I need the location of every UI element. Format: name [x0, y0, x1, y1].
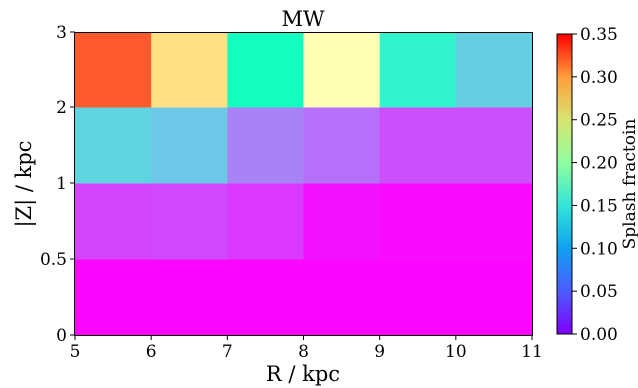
colorbar-tick-label: 0.35 — [580, 25, 618, 45]
heatmap-cell — [75, 32, 152, 108]
x-tick-label: 11 — [521, 342, 543, 362]
colorbar-tick-label: 0.15 — [580, 196, 618, 216]
y-tick-label: 2 — [56, 98, 67, 118]
x-axis-ticks: 5 6 7 8 9 10 11 — [70, 335, 543, 362]
heatmap-cell — [455, 32, 533, 108]
heatmap-cell — [303, 259, 381, 336]
heatmap-cell — [379, 32, 457, 108]
colorbar-tick-label: 0.25 — [580, 111, 618, 131]
colorbar — [556, 33, 573, 335]
colorbar-tick-label: 0.10 — [580, 239, 618, 259]
heatmap-cell — [455, 183, 533, 260]
heatmap-cell — [151, 259, 228, 336]
heatmap-cell — [379, 107, 457, 184]
heatmap-cell — [455, 107, 533, 184]
colorbar-ticks: 0.00 0.05 0.10 0.15 0.20 0.25 0.30 0.35 — [572, 25, 618, 345]
heatmap-cell — [151, 107, 228, 184]
heatmap-cell — [151, 183, 228, 260]
y-tick-label: 0 — [56, 326, 67, 346]
heatmap-cell — [227, 183, 304, 260]
y-axis-ticks: 0 0.5 1 2 3 — [40, 23, 75, 346]
heatmap-cell — [227, 32, 304, 108]
heatmap-cell — [303, 183, 381, 260]
heatmap-cells — [75, 32, 533, 336]
heatmap-cell — [379, 259, 457, 336]
heatmap-cell — [455, 259, 533, 336]
heatmap-cell — [75, 183, 152, 260]
colorbar-label: Splash fractoin — [620, 119, 638, 250]
x-tick-label: 10 — [445, 342, 467, 362]
y-tick-label: 3 — [56, 23, 67, 43]
y-tick-label: 0.5 — [40, 250, 67, 270]
heatmap-cell — [227, 259, 304, 336]
x-tick-label: 5 — [70, 342, 81, 362]
heatmap-cell — [227, 107, 304, 184]
heatmap-cell — [75, 107, 152, 184]
x-axis-label: R / kpc — [266, 362, 340, 386]
heatmap-cell — [151, 32, 228, 108]
heatmap-cell — [75, 259, 152, 336]
x-tick-label: 8 — [298, 342, 309, 362]
y-axis-label: |Z| / kpc — [12, 140, 37, 227]
heatmap-cell — [303, 107, 381, 184]
heatmap-cell — [303, 32, 381, 108]
x-tick-label: 6 — [146, 342, 157, 362]
x-tick-label: 7 — [222, 342, 233, 362]
colorbar-tick-label: 0.05 — [580, 282, 618, 302]
chart-title: MW — [281, 7, 325, 31]
colorbar-tick-label: 0.30 — [580, 68, 618, 88]
y-tick-label: 1 — [56, 174, 67, 194]
heatmap-cell — [379, 183, 457, 260]
colorbar-tick-label: 0.20 — [580, 154, 618, 174]
colorbar-tick-label: 0.00 — [580, 325, 618, 345]
x-tick-label: 9 — [374, 342, 385, 362]
